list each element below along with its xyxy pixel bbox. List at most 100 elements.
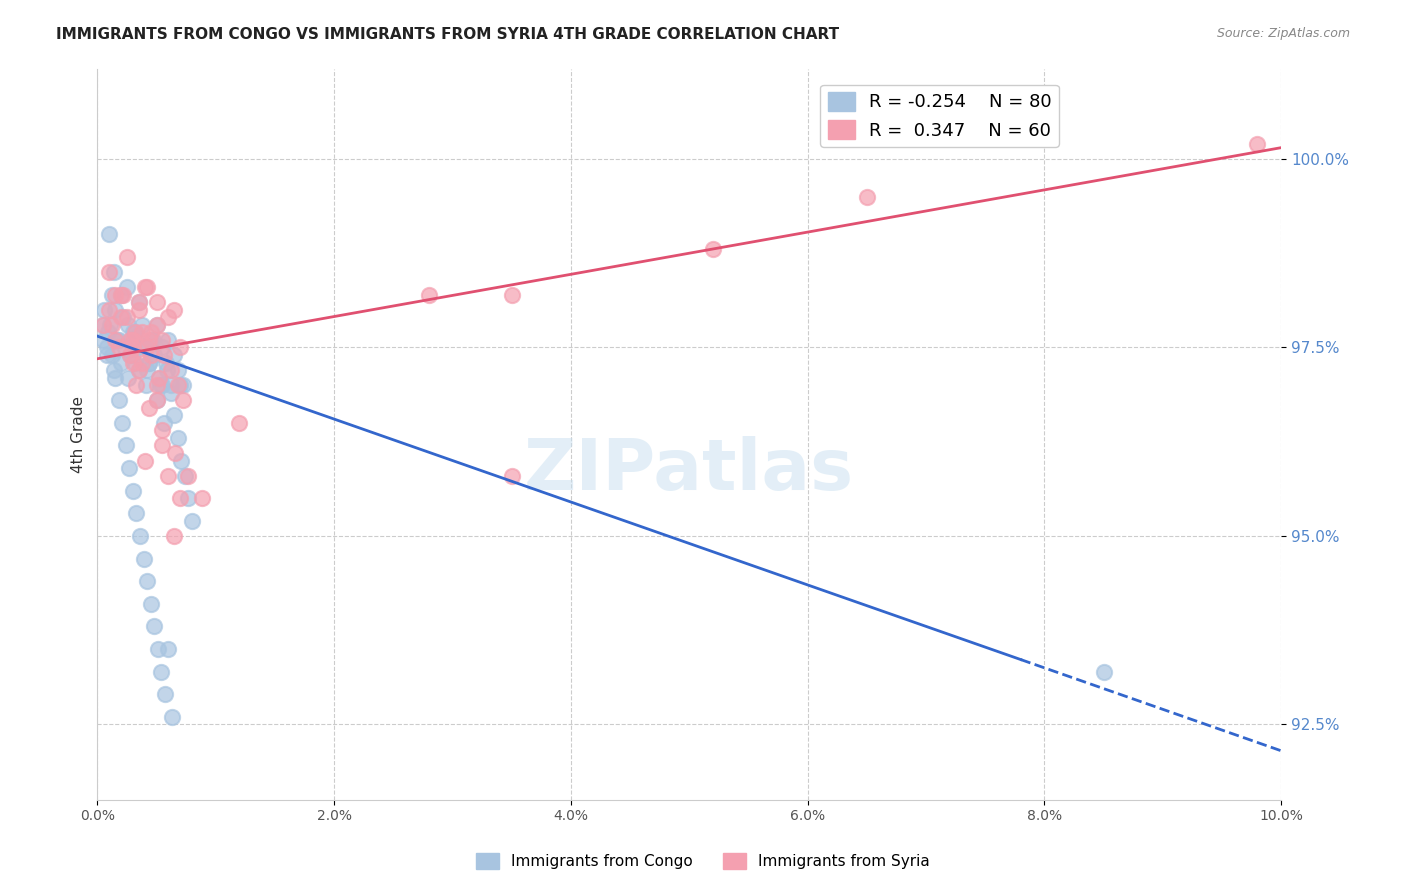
Point <box>100 348 122 362</box>
Point <box>115 310 138 325</box>
Point <box>136 574 159 589</box>
Point <box>159 378 181 392</box>
Point <box>143 619 166 633</box>
Point <box>228 416 250 430</box>
Point <box>125 378 148 392</box>
Point <box>134 453 156 467</box>
Point <box>96 341 118 355</box>
Point <box>125 506 148 520</box>
Point <box>156 363 179 377</box>
Point <box>121 333 143 347</box>
Point <box>97 326 120 340</box>
Point <box>104 302 127 317</box>
Point <box>166 378 188 392</box>
Point <box>152 348 174 362</box>
Point <box>139 348 162 362</box>
Point <box>163 409 186 423</box>
Point <box>132 551 155 566</box>
Legend: R = -0.254    N = 80, R =  0.347    N = 60: R = -0.254 N = 80, R = 0.347 N = 60 <box>820 85 1059 147</box>
Point <box>115 250 138 264</box>
Point <box>112 310 135 325</box>
Point <box>155 355 177 369</box>
Point <box>152 378 174 392</box>
Point <box>143 348 166 362</box>
Point <box>165 446 187 460</box>
Point <box>124 326 146 340</box>
Point <box>149 378 172 392</box>
Point <box>104 370 127 384</box>
Point <box>121 483 143 498</box>
Point <box>139 326 162 340</box>
Point <box>145 295 167 310</box>
Point <box>702 243 724 257</box>
Point <box>138 355 160 369</box>
Point <box>153 687 176 701</box>
Point <box>129 529 152 543</box>
Point <box>138 333 160 347</box>
Point <box>91 333 114 347</box>
Point <box>134 341 156 355</box>
Point <box>121 348 143 362</box>
Point <box>142 333 165 347</box>
Point <box>124 326 146 340</box>
Point <box>128 363 150 377</box>
Point <box>107 333 129 347</box>
Point <box>160 710 183 724</box>
Point <box>163 348 186 362</box>
Point <box>146 642 169 657</box>
Point <box>100 287 122 301</box>
Point <box>1092 665 1115 679</box>
Point <box>148 370 170 384</box>
Point <box>139 597 162 611</box>
Point <box>124 355 146 369</box>
Point <box>163 529 186 543</box>
Point <box>96 348 118 362</box>
Point <box>103 265 125 279</box>
Point <box>166 431 188 445</box>
Point <box>181 514 204 528</box>
Point <box>157 468 180 483</box>
Point <box>131 355 153 369</box>
Point <box>128 295 150 310</box>
Text: ZIPatlas: ZIPatlas <box>524 436 855 505</box>
Point <box>1246 136 1268 151</box>
Point <box>145 393 167 408</box>
Point <box>115 280 138 294</box>
Point <box>177 468 200 483</box>
Point <box>418 287 440 301</box>
Point <box>138 355 160 369</box>
Point <box>169 378 191 392</box>
Point <box>104 333 127 347</box>
Point <box>117 370 139 384</box>
Point <box>114 341 136 355</box>
Point <box>121 341 143 355</box>
Point <box>100 318 122 332</box>
Point <box>138 401 160 415</box>
Point <box>152 416 174 430</box>
Point <box>110 287 132 301</box>
Point <box>159 385 181 400</box>
Point <box>110 287 132 301</box>
Point <box>111 416 134 430</box>
Point <box>172 393 194 408</box>
Point <box>174 468 197 483</box>
Point <box>163 302 186 317</box>
Point <box>139 333 162 347</box>
Point <box>114 438 136 452</box>
Point <box>131 326 153 340</box>
Point <box>172 378 194 392</box>
Point <box>177 491 200 506</box>
Point <box>120 348 142 362</box>
Point <box>170 453 193 467</box>
Point <box>148 370 170 384</box>
Point <box>145 393 167 408</box>
Point <box>107 393 129 408</box>
Text: Source: ZipAtlas.com: Source: ZipAtlas.com <box>1216 27 1350 40</box>
Point <box>136 280 159 294</box>
Point <box>190 491 212 506</box>
Point <box>110 355 132 369</box>
Point <box>159 363 181 377</box>
Point <box>103 363 125 377</box>
Point <box>91 318 114 332</box>
Point <box>98 265 121 279</box>
